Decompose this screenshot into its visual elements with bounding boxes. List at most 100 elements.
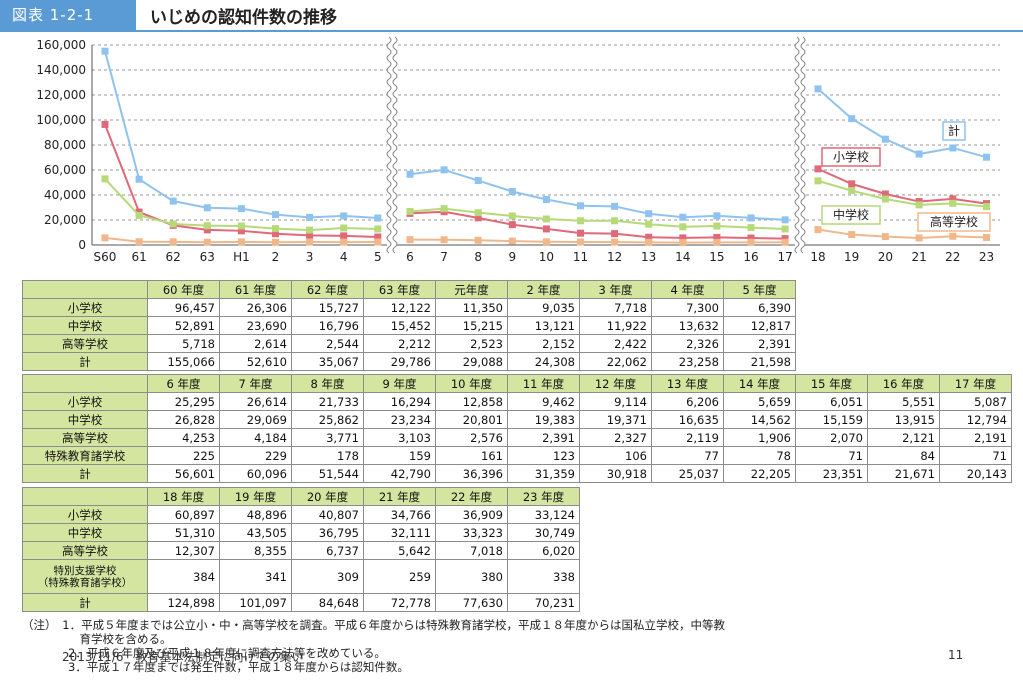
table-cell: 26,614	[219, 392, 292, 411]
table-cell: 70,231	[507, 593, 580, 612]
x-tick-label: 23	[979, 250, 994, 264]
table-cell: 71	[939, 446, 1012, 465]
data-point	[983, 233, 990, 241]
table-cell: 16,796	[291, 316, 364, 335]
table-cell: 7,300	[651, 298, 724, 317]
table-header-row: 60 年度 61 年度 62 年度 63 年度 元年度 2 年度 3 年度 4 年度 5 年度	[22, 280, 796, 299]
y-tick-label: 60,000	[44, 163, 86, 177]
table-cell: 60,897	[147, 505, 220, 524]
x-tick-label: 63	[200, 250, 215, 264]
data-point	[306, 226, 314, 234]
table-cell: 33,323	[435, 523, 508, 542]
table-corner	[22, 487, 148, 506]
table-cell: 6,206	[651, 392, 724, 411]
table-cell: 16,635	[651, 410, 724, 429]
table-cell: 36,795	[291, 523, 364, 542]
data-point	[542, 196, 550, 204]
data-point	[508, 237, 516, 245]
data-point	[306, 213, 314, 221]
data-point	[474, 209, 482, 217]
table-cell: 51,544	[291, 464, 364, 483]
series-line	[409, 168, 786, 221]
data-point	[474, 177, 482, 185]
table-cell: 229	[219, 446, 292, 465]
data-point	[881, 195, 889, 203]
table-cell: 22,205	[723, 464, 796, 483]
data-point	[577, 217, 584, 225]
column-header: 23 年度	[507, 487, 580, 506]
data-point	[203, 238, 211, 246]
column-header: 8 年度	[291, 374, 364, 393]
table-cell: 12,858	[435, 392, 508, 411]
legend-label: 小学校	[833, 149, 869, 164]
notes: （注） 1．平成５年度までは公立小・中・高等学校を調査。平成６年度からは特殊教育…	[22, 618, 725, 674]
table-cell: 11,350	[435, 298, 508, 317]
data-point	[781, 235, 789, 243]
column-header: 18 年度	[147, 487, 220, 506]
data-point	[169, 197, 177, 205]
table-cell: 31,359	[507, 464, 580, 483]
table-cell: 96,457	[147, 298, 220, 317]
x-tick-label: 22	[945, 250, 960, 264]
data-point	[577, 202, 584, 210]
data-table-3: 18 年度 19 年度 20 年度 21 年度 22 年度 23 年度 小学校 60,897 4…	[22, 487, 580, 612]
table-cell: 77	[651, 446, 724, 465]
table-cell: 78	[723, 446, 796, 465]
data-point	[949, 144, 957, 152]
data-point	[713, 238, 721, 246]
data-point	[272, 225, 279, 233]
table-cell: 7,018	[435, 541, 508, 560]
table-cell: 7,718	[579, 298, 652, 317]
table-cell: 40,807	[291, 505, 364, 524]
table-cell: 12,307	[147, 541, 220, 560]
series-line	[817, 88, 987, 159]
legend-label: 高等学校	[930, 214, 978, 229]
table-cell: 48,896	[219, 505, 292, 524]
axis-break-line	[386, 36, 392, 254]
axis-break-line	[794, 36, 800, 254]
column-header: 3 年度	[579, 280, 652, 299]
table-cell: 9,462	[507, 392, 580, 411]
note-line-2: 2．平成６年度及び平成１８年度に調査方法等を改めている。	[22, 646, 386, 660]
data-point	[203, 226, 211, 234]
data-point	[101, 234, 109, 242]
table-cell: 12,122	[363, 298, 436, 317]
column-header: 5 年度	[723, 280, 796, 299]
column-header: 13 年度	[651, 374, 724, 393]
table-cell: 12,794	[939, 410, 1012, 429]
x-tick-label: 10	[539, 250, 554, 264]
row-label: 小学校	[22, 505, 148, 524]
table-cell: 32,111	[363, 523, 436, 542]
table-cell: 159	[363, 446, 436, 465]
x-tick-label: H1	[233, 250, 250, 264]
table-cell: 4,253	[147, 428, 220, 447]
legend-label: 計	[948, 123, 960, 138]
table-cell: 52,610	[219, 352, 292, 371]
table-cell: 43,505	[219, 523, 292, 542]
data-point	[237, 205, 245, 213]
data-point	[272, 238, 279, 246]
axis-break-line	[800, 36, 806, 254]
column-header: 9 年度	[363, 374, 436, 393]
table-row: 計 155,066 52,610 35,067 29,786 29,088 24,308 22…	[22, 352, 796, 371]
table-cell: 52,891	[147, 316, 220, 335]
table-row: 高等学校 4,253 4,184 3,771 3,103 2,576 2,391 2,327 2…	[22, 428, 1012, 447]
table-cell: 29,786	[363, 352, 436, 371]
x-tick-label: 15	[709, 250, 724, 264]
x-tick-label: S60	[94, 250, 117, 264]
table-cell: 21,598	[723, 352, 796, 371]
data-point	[781, 238, 789, 246]
series-line	[409, 238, 786, 244]
table-cell: 101,097	[219, 593, 292, 612]
table-cell: 35,067	[291, 352, 364, 371]
table-cell: 29,069	[219, 410, 292, 429]
data-point	[542, 215, 550, 223]
page-number: 11	[948, 648, 964, 662]
data-point	[983, 153, 990, 161]
data-point	[949, 232, 957, 240]
data-point	[440, 205, 448, 213]
column-header: 元年度	[435, 280, 508, 299]
data-point	[814, 165, 822, 173]
x-tick-label: 7	[440, 250, 448, 264]
column-header: 17 年度	[939, 374, 1012, 393]
